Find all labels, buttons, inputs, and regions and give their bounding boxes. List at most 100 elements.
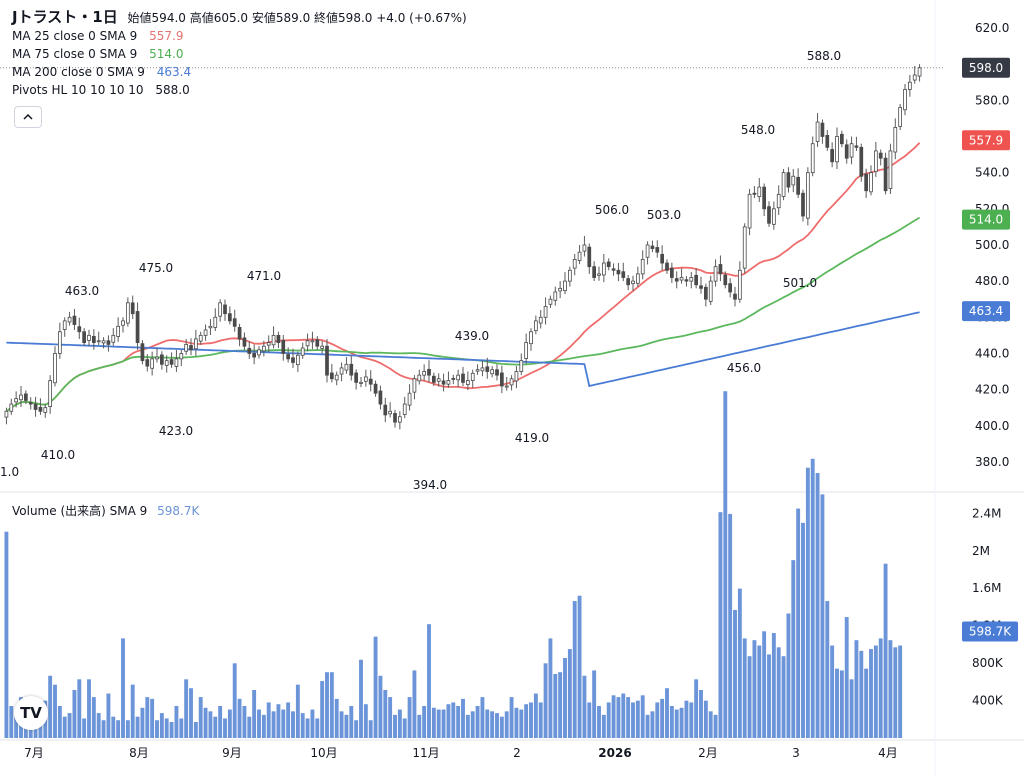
candle-body	[393, 413, 397, 423]
volume-tick-label: 1.6M	[972, 581, 1001, 595]
volume-bar	[155, 720, 159, 738]
chart-legend: Jトラスト・1日 始値594.0 高値605.0 安値589.0 終値598.0…	[12, 8, 467, 99]
volume-bar	[446, 704, 451, 738]
candle-body	[276, 334, 281, 343]
volume-bar	[781, 656, 786, 738]
candle-body	[830, 149, 835, 163]
volume-bar	[407, 697, 412, 738]
time-tick-label: 11月	[412, 746, 439, 760]
volume-bar	[815, 473, 820, 738]
time-tick-label: 7月	[24, 746, 44, 760]
time-axis[interactable]: 7月 8月 9月 10月 11月 2 2026 2月 3 4月	[24, 746, 898, 760]
price-axis[interactable]: 620.0600.0580.0560.0540.0520.0500.0480.0…	[962, 21, 1018, 708]
volume-bar	[631, 702, 635, 738]
pivot-label: 419.0	[515, 431, 549, 445]
volume-bar	[752, 640, 757, 738]
volume-tick-label: 800K	[972, 656, 1004, 670]
indicator-pivots[interactable]: Pivots HL 10 10 10 10 588.0	[12, 81, 467, 99]
volume-bar	[72, 689, 77, 738]
candle-body	[606, 261, 611, 268]
volume-bar	[485, 709, 490, 738]
candle-body	[135, 311, 140, 343]
volume-bar	[378, 675, 383, 738]
candle-body	[592, 266, 597, 278]
volume-bar	[140, 707, 145, 738]
candle-body	[718, 264, 723, 275]
volume-bar	[203, 707, 208, 738]
candle-body	[412, 378, 417, 393]
candle-body	[28, 402, 33, 405]
volume-bar	[135, 716, 140, 738]
symbol-header: Jトラスト・1日 始値594.0 高値605.0 安値589.0 終値598.0…	[12, 8, 467, 27]
indicator-label: MA 200 close 0 SMA 9	[12, 65, 145, 79]
candle-body	[475, 369, 480, 372]
candle-body	[461, 373, 465, 383]
volume-legend[interactable]: Volume (出来高) SMA 9 598.7K	[12, 502, 199, 519]
candle-body	[232, 318, 237, 327]
volume-badge-text: 598.7K	[969, 625, 1012, 639]
volume-bar	[436, 709, 441, 738]
candle-body	[689, 277, 694, 282]
candle-body	[329, 372, 334, 380]
volume-bar	[499, 716, 504, 738]
pivot-label: 456.0	[727, 361, 761, 375]
volume-bar	[237, 698, 242, 738]
volume-bar	[441, 709, 446, 738]
time-tick-label: 9月	[222, 746, 242, 760]
tradingview-logo[interactable]: TV	[14, 696, 48, 730]
candle-body	[621, 271, 626, 278]
volume-bar	[150, 698, 155, 738]
candle-body	[9, 403, 14, 412]
time-tick-label: 2026	[598, 746, 631, 760]
volume-bar	[514, 707, 519, 738]
volume-bar	[412, 670, 417, 738]
volume-bar	[227, 709, 232, 738]
volume-bar	[660, 698, 665, 738]
volume-bar	[67, 713, 72, 738]
volume-bar	[825, 601, 830, 738]
volume-bar	[373, 636, 378, 738]
candle-body	[126, 302, 130, 324]
candle-body	[504, 385, 509, 388]
collapse-legend-button[interactable]	[14, 106, 42, 128]
candle-body	[116, 325, 121, 337]
volume-bar	[733, 609, 737, 738]
volume-bar	[791, 560, 796, 738]
candle-body	[470, 372, 475, 381]
candle-body	[791, 175, 796, 186]
candle-body	[480, 367, 485, 372]
indicator-label: MA 25 close 0 SMA 9	[12, 29, 138, 43]
candle-body	[495, 369, 499, 376]
volume-bar	[427, 624, 431, 738]
volume-bar	[869, 649, 873, 738]
candle-body	[19, 394, 23, 401]
symbol-title[interactable]: Jトラスト・1日	[12, 8, 118, 26]
candle-body	[67, 316, 72, 323]
pivot-label: 588.0	[807, 49, 841, 63]
candle-body	[315, 339, 320, 347]
price-tick-label: 580.0	[975, 93, 1009, 107]
indicator-ma200[interactable]: MA 200 close 0 SMA 9 463.4	[12, 63, 467, 81]
volume-bar	[300, 713, 305, 738]
candle-body	[436, 378, 441, 382]
candle-body	[14, 398, 18, 403]
candle-body	[354, 372, 358, 383]
candle-body	[378, 390, 383, 405]
candle-body	[422, 371, 426, 376]
volume-bar	[509, 697, 514, 738]
pivot-label: 471.0	[247, 269, 281, 283]
volume-bar	[111, 716, 116, 738]
indicator-ma75[interactable]: MA 75 close 0 SMA 9 514.0	[12, 45, 467, 63]
candle-body	[446, 380, 451, 385]
volume-bar	[558, 672, 563, 738]
pivot-labels: 1.0 410.0 463.0 475.0 423.0 471.0 394.0 439.0 41…	[0, 49, 841, 492]
volume-bar	[329, 672, 334, 738]
price-badge-text: 598.0	[969, 61, 1003, 75]
volume-bar	[422, 705, 427, 738]
candle-body	[106, 340, 111, 345]
candle-body	[431, 375, 436, 383]
indicator-value: 557.9	[149, 29, 184, 43]
volume-bar	[169, 721, 174, 738]
indicator-ma25[interactable]: MA 25 close 0 SMA 9 557.9	[12, 27, 467, 45]
